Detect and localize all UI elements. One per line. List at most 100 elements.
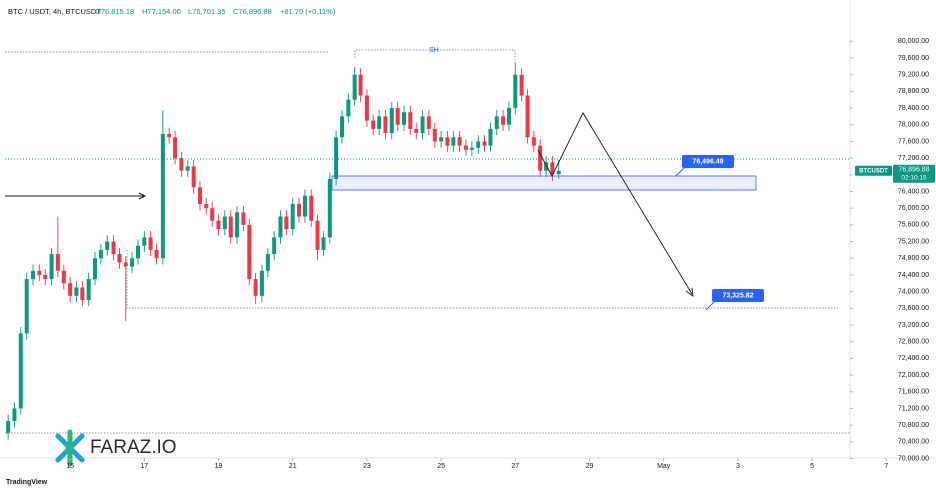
- y-tick-label: 71,600.00: [898, 389, 929, 396]
- y-tick-label: 71,200.00: [898, 405, 929, 412]
- candle-body: [247, 224, 252, 280]
- watermark-text: FARAZ.IO: [90, 437, 177, 458]
- candle-body: [346, 99, 351, 117]
- candle-body: [204, 204, 209, 209]
- candle-body: [556, 170, 561, 175]
- candle-body: [352, 74, 357, 100]
- candle-body: [476, 141, 481, 148]
- swing-high-label: SH: [429, 47, 439, 54]
- y-tick-label: 72,800.00: [898, 339, 929, 346]
- x-tick-label: 29: [586, 463, 594, 470]
- zone-label: 76,496.49: [692, 158, 723, 165]
- candle-body: [98, 249, 103, 259]
- candle-body: [414, 128, 419, 134]
- y-tick-label: 77,600.00: [898, 138, 929, 145]
- target-pointer: [705, 301, 715, 311]
- target-line: [126, 250, 838, 309]
- candle-body: [482, 141, 487, 146]
- zone-label-box: [682, 155, 734, 168]
- y-tick-label: 72,400.00: [898, 355, 929, 362]
- candle-body: [142, 237, 147, 246]
- candle-body: [340, 116, 345, 138]
- drawings: SH 76,496.49 73,325.82: [5, 47, 850, 434]
- candle-body: [525, 95, 530, 138]
- candle-body: [31, 270, 36, 280]
- candle-body: [216, 220, 221, 230]
- y-tick-label: 76,000.00: [898, 205, 929, 212]
- candle-body: [92, 258, 97, 280]
- candle-body: [68, 283, 73, 296]
- candle-body: [550, 162, 555, 175]
- candle-body: [451, 137, 456, 146]
- candle-body: [420, 116, 425, 134]
- target-label-box: [712, 289, 764, 302]
- candle-body: [358, 74, 363, 96]
- y-tick-label: 72,000.00: [898, 372, 929, 379]
- candle-body: [278, 216, 283, 238]
- x-tick-label: 7: [884, 463, 888, 470]
- candle-body: [457, 137, 462, 146]
- candle-body: [24, 279, 29, 334]
- candle-body: [74, 287, 79, 296]
- candle-body: [531, 137, 536, 146]
- y-tick-label: 74,800.00: [898, 255, 929, 262]
- candle-body: [513, 74, 518, 109]
- candle-body: [494, 116, 499, 129]
- candle-body: [80, 287, 85, 300]
- candle-body: [241, 212, 246, 225]
- candle-body: [488, 128, 493, 146]
- price-tag: 76,896.88: [898, 167, 929, 174]
- x-tick-label: 15: [66, 463, 74, 470]
- candle-body: [371, 120, 376, 129]
- candle-body: [426, 116, 431, 129]
- candle-body: [315, 220, 320, 250]
- candle-body: [55, 254, 60, 271]
- candle-body: [284, 216, 289, 230]
- header-change: +81.70 (+0.11%): [280, 7, 336, 16]
- y-tick-label: 80,000.00: [898, 38, 929, 45]
- candle-body: [167, 133, 172, 138]
- candle-body: [179, 158, 184, 171]
- y-tick-label: 70,400.00: [898, 439, 929, 446]
- candle-body: [544, 162, 549, 171]
- x-tick-label: 27: [511, 463, 519, 470]
- y-tick-label: 73,200.00: [898, 322, 929, 329]
- candle-body: [297, 204, 302, 217]
- header-open: O76,815.18: [95, 7, 134, 16]
- swing-high-line: [354, 49, 516, 66]
- candles: [6, 62, 561, 440]
- candle-body: [49, 254, 54, 280]
- header-low: L76,701.35: [188, 7, 226, 16]
- candle-body: [86, 279, 91, 300]
- candle-body: [501, 116, 506, 125]
- candle-body: [185, 166, 190, 171]
- x-tick-label: 25: [437, 463, 445, 470]
- candle-body: [445, 137, 450, 146]
- candle-body: [43, 274, 48, 280]
- y-tick-label: 78,000.00: [898, 122, 929, 129]
- candle-body: [395, 108, 400, 125]
- y-tick-label: 70,800.00: [898, 422, 929, 429]
- projection-path: [537, 112, 693, 295]
- chart-title: BTC / USDT, 4h, BTCUSDT: [8, 7, 101, 16]
- x-tick-label: 23: [363, 463, 371, 470]
- x-tick-label: 3: [736, 463, 740, 470]
- candle-body: [290, 204, 295, 230]
- candle-body: [61, 270, 66, 284]
- y-tick-label: 77,200.00: [898, 155, 929, 162]
- candle-body: [123, 262, 128, 267]
- target-label: 73,325.82: [722, 292, 753, 299]
- candle-body: [130, 258, 135, 267]
- x-tick-label: 19: [215, 463, 223, 470]
- x-tick-label: 5: [810, 463, 814, 470]
- header-high: H77,154.00: [142, 7, 181, 16]
- y-tick-label: 70,000.00: [898, 455, 929, 462]
- candle-body: [377, 116, 382, 129]
- price-tag-box: [893, 164, 935, 183]
- candle-body: [364, 95, 369, 121]
- footer-brand: TradingView: [6, 479, 48, 486]
- candle-body: [160, 133, 165, 259]
- watermark: FARAZ.IO: [55, 429, 177, 467]
